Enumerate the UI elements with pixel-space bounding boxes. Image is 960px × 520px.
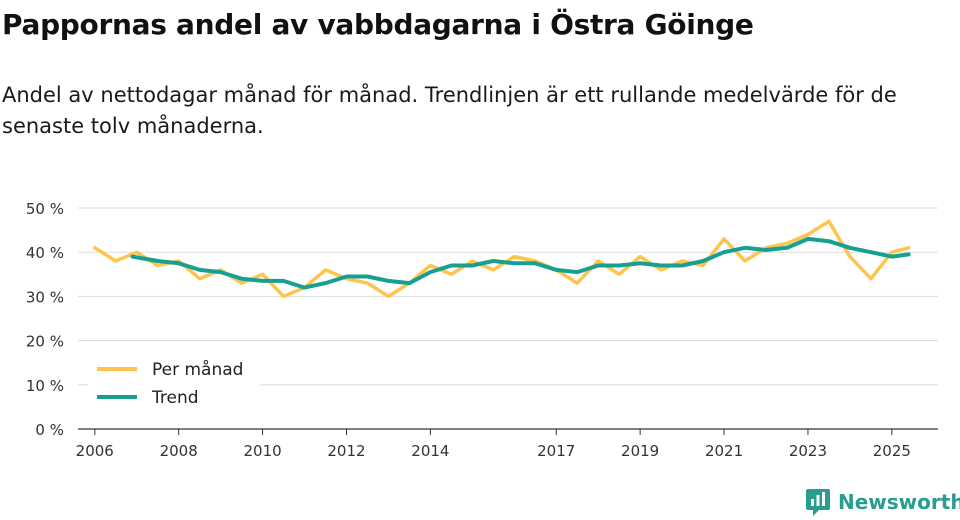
series-trend-line (130, 236, 911, 290)
y-tick-label: 30 % (26, 288, 64, 306)
legend: Per månad Trend (88, 356, 260, 414)
x-tick-label: 2019 (621, 442, 659, 460)
y-axis: 0 % 10 % 20 % 30 % 40 % 50 % (26, 200, 64, 439)
x-tick-label: 2023 (789, 442, 827, 460)
x-tick-label: 2006 (76, 442, 114, 460)
y-tick-label: 40 % (26, 244, 64, 262)
brand-name: Newsworthy (838, 490, 960, 514)
y-tick-label: 20 % (26, 333, 64, 351)
legend-label: Per månad (152, 359, 243, 380)
x-tick-label: 2021 (705, 442, 743, 460)
x-tick-label: 2014 (411, 442, 449, 460)
brand-logo[interactable]: Newsworthy (805, 487, 960, 517)
x-tick-label: 2025 (873, 442, 911, 460)
x-tick-label: 2012 (327, 442, 365, 460)
y-tick-label: 10 % (26, 377, 64, 395)
newsworthy-logo-icon (806, 489, 830, 516)
x-axis: 2006 2008 2010 2012 2014 2017 2019 2021 2023 2025 (76, 429, 911, 460)
y-tick-label: 0 % (35, 421, 64, 439)
x-tick-label: 2010 (243, 442, 281, 460)
legend-label: Trend (151, 388, 199, 408)
chart-subtitle: Andel av nettodagar månad för månad. Tre… (2, 83, 897, 138)
series-lines (93, 219, 911, 299)
x-tick-label: 2017 (537, 442, 575, 460)
x-tick-label: 2008 (160, 442, 198, 460)
y-tick-label: 50 % (26, 200, 64, 218)
legend-background (88, 356, 260, 414)
chart-title: Pappornas andel av vabbdagarna i Östra G… (2, 8, 754, 41)
series-per-manad-line (93, 219, 911, 299)
